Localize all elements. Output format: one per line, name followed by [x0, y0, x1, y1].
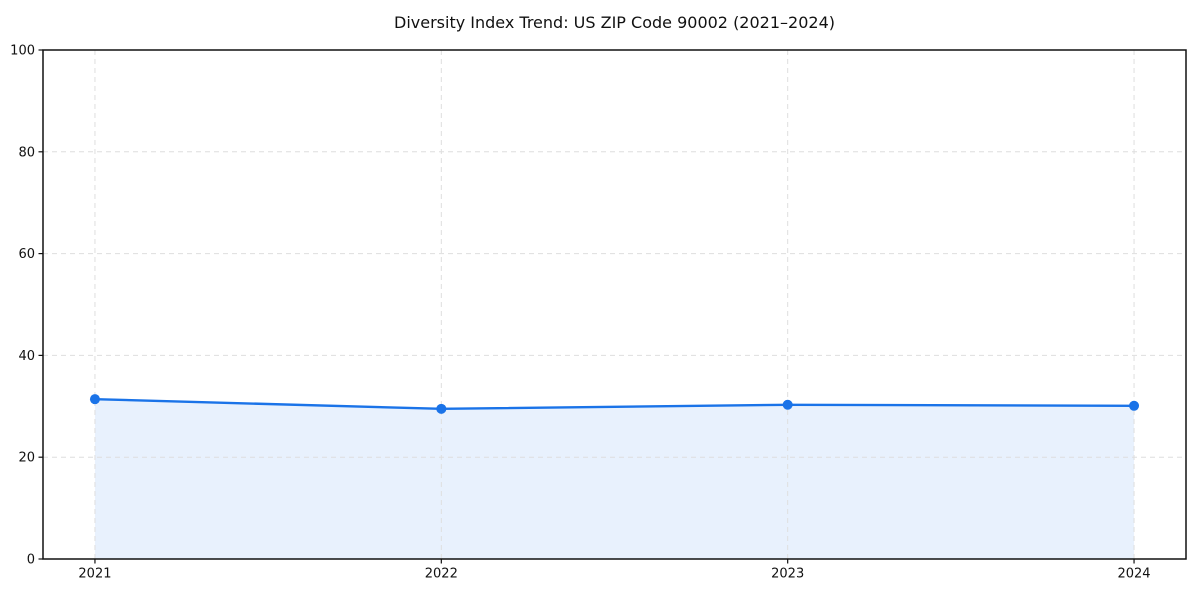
data-point-markers	[89, 394, 1140, 414]
axis-ticks	[38, 49, 1135, 564]
data-point-2024	[1129, 400, 1140, 411]
y-tick-label-20: 20	[18, 451, 35, 466]
x-tick-label-2023: 2023	[771, 567, 804, 582]
y-tick-label-0: 0	[27, 553, 35, 568]
y-tick-label-60: 60	[18, 247, 35, 262]
chart-title: Diversity Index Trend: US ZIP Code 90002…	[394, 13, 835, 32]
x-tick-label-2024: 2024	[1117, 567, 1150, 582]
data-point-2022	[436, 403, 447, 414]
grid-layer	[43, 50, 1186, 559]
line-series-layer	[93, 397, 1136, 411]
area-series-layer	[94, 399, 1135, 559]
data-point-2021	[89, 394, 100, 405]
diversity-index-line	[93, 397, 1136, 411]
y-axis-tick-labels: 0 20 40 60 80 100	[10, 44, 35, 568]
x-axis-tick-labels: 2021 2022 2023 2024	[78, 567, 1150, 582]
data-point-2023	[782, 399, 793, 410]
plot-border	[42, 49, 1187, 560]
area-fill	[94, 399, 1135, 559]
x-tick-label-2022: 2022	[425, 567, 458, 582]
x-tick-label-2021: 2021	[78, 567, 111, 582]
y-tick-label-40: 40	[18, 349, 35, 364]
y-tick-label-80: 80	[18, 145, 35, 160]
y-tick-label-100: 100	[10, 44, 35, 59]
